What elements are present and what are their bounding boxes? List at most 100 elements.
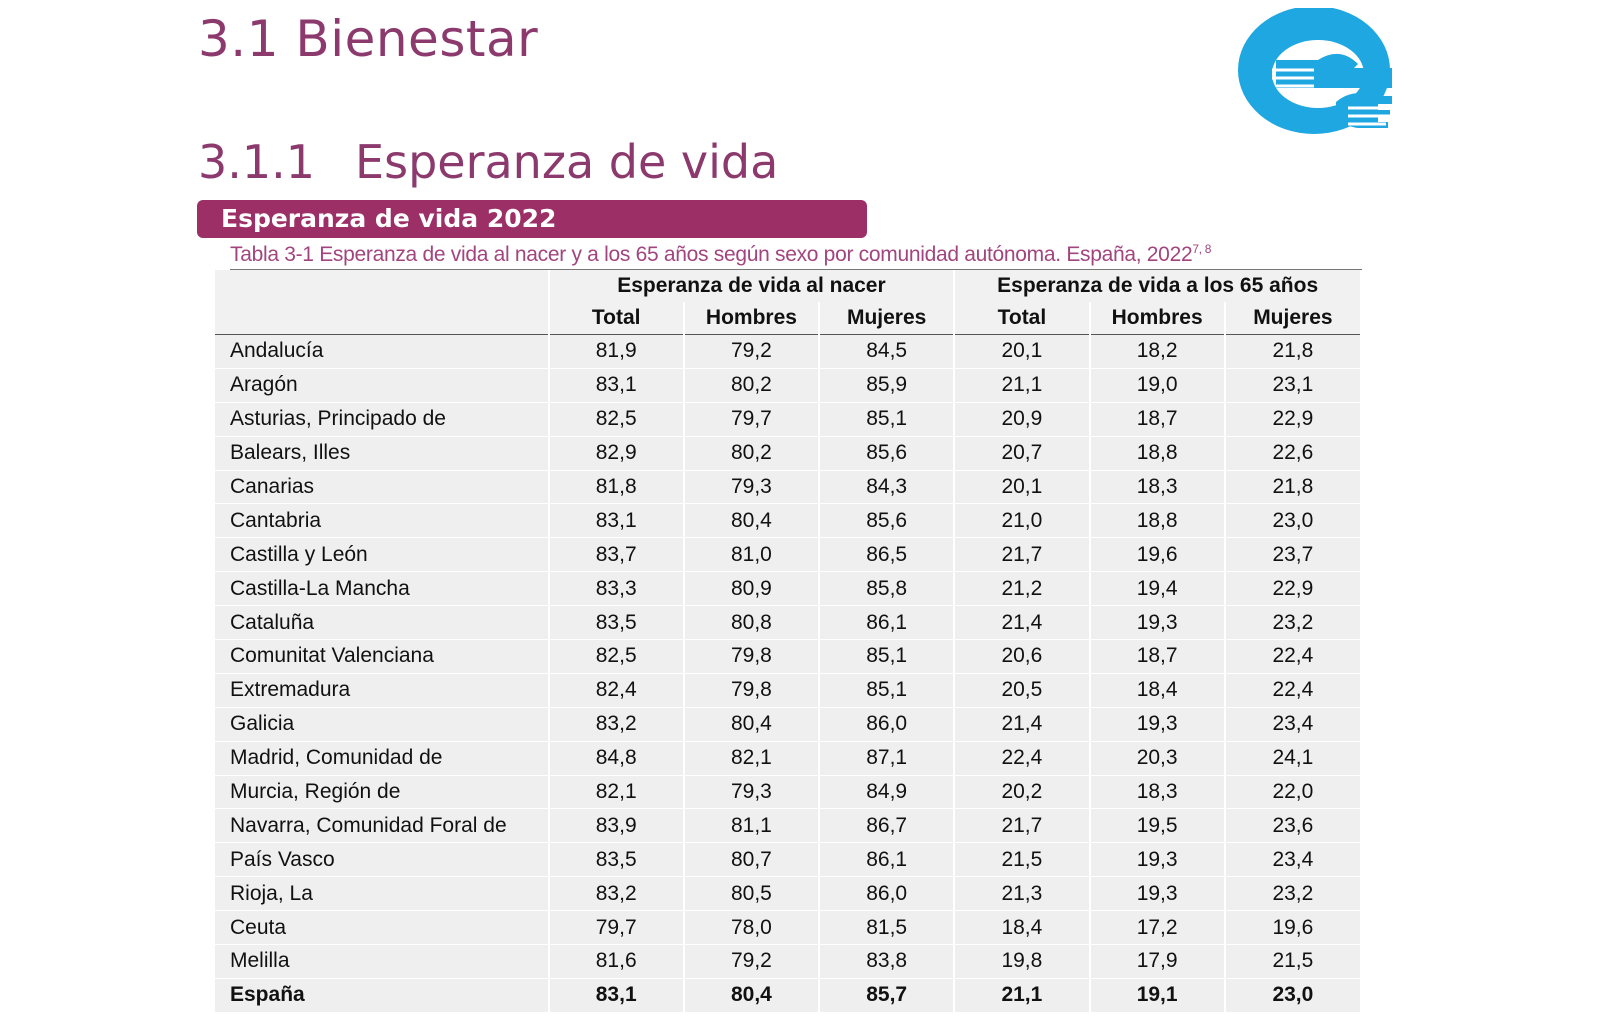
table-cell: 19,1 <box>1088 977 1225 1012</box>
table-cell: 18,4 <box>1088 672 1225 708</box>
table-cell: 85,8 <box>818 571 955 606</box>
region-name: Castilla-La Mancha <box>215 571 549 606</box>
table-cell: 86,1 <box>818 605 955 640</box>
region-name: Canarias <box>215 469 549 504</box>
table-cell: 17,2 <box>1088 910 1225 945</box>
table-cell: 79,8 <box>682 672 820 708</box>
table-row: Cantabria 83,1 80,4 85,6 21,0 18,8 23,0 <box>215 503 1360 538</box>
table-cell: 23,0 <box>1223 977 1360 1012</box>
table-cell: 82,5 <box>547 639 684 674</box>
table-cell: 20,5 <box>953 672 1090 708</box>
table-cell: 81,5 <box>818 910 955 945</box>
table-row: Cataluña 83,5 80,8 86,1 21,4 19,3 23,2 <box>215 605 1360 640</box>
table-cell: 18,4 <box>953 910 1090 945</box>
region-name: Melilla <box>215 944 549 979</box>
table-cell: 22,0 <box>1223 774 1360 809</box>
table-cell: 19,5 <box>1088 808 1225 843</box>
caption-text: Tabla 3-1 Esperanza de vida al nacer y a… <box>230 243 1193 266</box>
table-cell: 85,7 <box>818 977 955 1012</box>
group-header: Esperanza de vida a los 65 años <box>953 270 1360 302</box>
table-cell: 20,1 <box>953 469 1090 504</box>
table-row: Murcia, Región de 82,1 79,3 84,9 20,2 18,3 22,… <box>215 774 1360 809</box>
group-header: Esperanza de vida al nacer <box>547 270 955 302</box>
region-name: Navarra, Comunidad Foral de <box>215 808 549 843</box>
table-cell: 86,0 <box>818 876 955 911</box>
table-cell: 19,3 <box>1088 876 1225 911</box>
table-cell: 21,1 <box>953 367 1090 403</box>
section-title: 3.1 Bienestar <box>198 10 539 68</box>
table-row: Canarias 81,8 79,3 84,3 20,1 18,3 21,8 <box>215 469 1360 504</box>
caption-footnotes: 7, 8 <box>1192 242 1212 256</box>
region-name: Extremadura <box>215 672 549 708</box>
region-name: España <box>215 977 549 1012</box>
table-cell: 22,9 <box>1223 571 1360 606</box>
region-name: Castilla y León <box>215 537 549 572</box>
table-cell: 79,2 <box>682 334 820 369</box>
table-cell: 85,6 <box>818 435 955 471</box>
table-cell: 86,0 <box>818 706 955 742</box>
table-cell: 21,2 <box>953 571 1090 606</box>
table-cell: 22,6 <box>1223 435 1360 471</box>
table-cell: 81,1 <box>682 808 820 843</box>
table-cell: 82,1 <box>682 740 820 776</box>
table-row: Madrid, Comunidad de 84,8 82,1 87,1 22,4 20,3… <box>215 740 1360 776</box>
group-header-row: Esperanza de vida al nacer Esperanza de … <box>215 270 1360 302</box>
table-cell: 22,9 <box>1223 401 1360 437</box>
table-cell: 21,0 <box>953 503 1090 538</box>
region-name: Cataluña <box>215 605 549 640</box>
table-cell: 17,9 <box>1088 944 1225 979</box>
table-cell: 21,3 <box>953 876 1090 911</box>
table-row: Galicia 83,2 80,4 86,0 21,4 19,3 23,4 <box>215 706 1360 742</box>
table-cell: 79,7 <box>682 401 820 437</box>
table-cell: 21,4 <box>953 605 1090 640</box>
table-cell: 21,5 <box>1223 944 1360 979</box>
table-row: Andalucía 81,9 79,2 84,5 20,1 18,2 21,8 <box>215 334 1360 369</box>
region-name: Ceuta <box>215 910 549 945</box>
table-cell: 83,8 <box>818 944 955 979</box>
table-cell: 20,7 <box>953 435 1090 471</box>
table-cell: 80,2 <box>682 367 820 403</box>
table-cell: 23,7 <box>1223 537 1360 572</box>
table-cell: 86,5 <box>818 537 955 572</box>
table-cell: 19,3 <box>1088 842 1225 877</box>
table-cell: 85,1 <box>818 401 955 437</box>
section-banner: Esperanza de vida 2022 <box>197 200 867 238</box>
table-cell: 80,8 <box>682 605 820 640</box>
table-row: Asturias, Principado de 82,5 79,7 85,1 20,9 1… <box>215 401 1360 437</box>
table-cell: 82,4 <box>547 672 684 708</box>
table-cell: 21,8 <box>1223 469 1360 504</box>
table-cell: 83,2 <box>547 876 684 911</box>
region-name: Murcia, Región de <box>215 774 549 809</box>
table-cell: 81,0 <box>682 537 820 572</box>
table-cell: 19,8 <box>953 944 1090 979</box>
region-name: Comunitat Valenciana <box>215 639 549 674</box>
table-cell: 20,2 <box>953 774 1090 809</box>
table-cell: 23,2 <box>1223 876 1360 911</box>
table-cell: 23,4 <box>1223 706 1360 742</box>
table-cell: 19,6 <box>1088 537 1225 572</box>
table-cell: 18,8 <box>1088 435 1225 471</box>
table-cell: 84,8 <box>547 740 684 776</box>
table-row: Melilla 81,6 79,2 83,8 19,8 17,9 21,5 <box>215 944 1360 979</box>
table-cell: 19,0 <box>1088 367 1225 403</box>
table-cell: 18,2 <box>1088 334 1225 369</box>
table-cell: 80,4 <box>682 706 820 742</box>
table-cell: 83,7 <box>547 537 684 572</box>
table-cell: 82,9 <box>547 435 684 471</box>
table-cell: 84,3 <box>818 469 955 504</box>
life-expectancy-table: Esperanza de vida al nacer Esperanza de … <box>215 270 1360 1012</box>
table-row: Castilla y León 83,7 81,0 86,5 21,7 19,6 23,7 <box>215 537 1360 572</box>
table-row: Navarra, Comunidad Foral de 83,9 81,1 86,7 2… <box>215 808 1360 843</box>
table-cell: 84,9 <box>818 774 955 809</box>
table-cell: 83,1 <box>547 367 684 403</box>
table-cell: 78,0 <box>682 910 820 945</box>
table-cell: 18,3 <box>1088 774 1225 809</box>
region-name: Andalucía <box>215 334 549 369</box>
hands-e-logo-icon <box>1238 8 1392 134</box>
table-cell: 20,3 <box>1088 740 1225 776</box>
table-cell: 83,1 <box>547 503 684 538</box>
table-cell: 21,8 <box>1223 334 1360 369</box>
table-cell: 87,1 <box>818 740 955 776</box>
table-row: Rioja, La 83,2 80,5 86,0 21,3 19,3 23,2 <box>215 876 1360 911</box>
table-cell: 79,3 <box>682 774 820 809</box>
